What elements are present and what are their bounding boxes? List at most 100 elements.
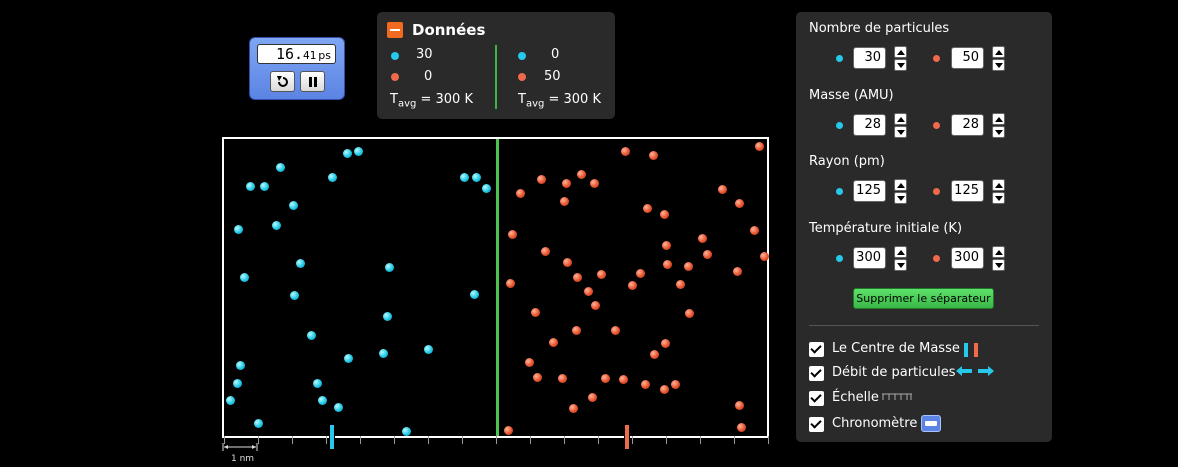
red-particle <box>703 250 712 259</box>
red-particle <box>750 226 759 235</box>
blue-particle <box>296 259 305 268</box>
red-particle <box>584 287 593 296</box>
red-particle <box>525 358 534 367</box>
blue-mass-spinner[interactable] <box>894 113 907 138</box>
blue-mass-field[interactable]: 28 <box>853 114 886 136</box>
red-particle-icon <box>933 122 940 129</box>
blue-particle <box>307 331 316 340</box>
red-particle <box>591 301 600 310</box>
stopwatch-reset-button[interactable] <box>270 71 295 92</box>
red-particle <box>735 199 744 208</box>
stopwatch-pause-button[interactable] <box>300 71 325 92</box>
center-of-mass-checkbox[interactable] <box>809 342 824 357</box>
increment-button <box>894 113 907 125</box>
red-particle <box>649 151 658 160</box>
blue-particle <box>385 263 394 272</box>
red-particle <box>504 426 513 435</box>
red-mass-spinner[interactable] <box>992 113 1005 138</box>
red-particle-icon <box>933 255 940 262</box>
particle-flow-checkbox[interactable] <box>809 366 824 381</box>
increment-button <box>992 113 1005 125</box>
blue-particle <box>246 182 255 191</box>
red-particle <box>718 185 727 194</box>
red-particle <box>661 339 670 348</box>
red-particle <box>735 401 744 410</box>
scale-tick <box>564 436 565 444</box>
stopwatch-widget[interactable]: 16.41 ps <box>249 37 345 100</box>
red-particle <box>643 204 652 213</box>
blue-temperature-field[interactable]: 300 <box>853 247 886 269</box>
red-temperature-field[interactable]: 300 <box>951 247 984 269</box>
blue-particle-icon <box>391 52 399 60</box>
increment-button <box>992 179 1005 191</box>
red-particle <box>684 262 693 271</box>
separator-wall <box>496 139 499 436</box>
red-particle <box>601 374 610 383</box>
blue-particle <box>354 147 363 156</box>
red-particle <box>733 267 742 276</box>
red-particle <box>660 385 669 394</box>
red-particle <box>562 179 571 188</box>
scale-tick <box>292 436 293 444</box>
red-particle <box>577 170 586 179</box>
red-particle <box>588 393 597 402</box>
controls-panel: Nombre de particules 30 50 Masse (AMU) 2… <box>796 12 1052 442</box>
particle-flow-label: Débit de particules <box>832 365 956 380</box>
red-particle <box>660 210 669 219</box>
blue-particle-count-spinner[interactable] <box>894 46 907 71</box>
red-particle <box>558 374 567 383</box>
left-red-count: 0 <box>424 69 433 84</box>
red-temperature-spinner[interactable] <box>992 246 1005 271</box>
red-particle-icon <box>518 73 526 81</box>
scale-tick <box>394 436 395 444</box>
red-particle-count-field[interactable]: 50 <box>951 47 984 69</box>
increment-button <box>894 46 907 58</box>
red-particle <box>698 234 707 243</box>
scale-tick <box>326 436 327 444</box>
decrement-button <box>992 59 1005 71</box>
decrement-button <box>894 259 907 271</box>
blue-radius-field[interactable]: 125 <box>853 180 886 202</box>
red-particle <box>572 326 581 335</box>
data-panel-divider <box>495 45 497 109</box>
blue-particle <box>318 396 327 405</box>
scale-tick <box>530 436 531 444</box>
red-radius-spinner[interactable] <box>992 179 1005 204</box>
decrement-button <box>992 192 1005 204</box>
blue-particle <box>470 290 479 299</box>
blue-particle-count-field[interactable]: 30 <box>853 47 886 69</box>
blue-particle <box>233 379 242 388</box>
stopwatch-icon <box>921 415 941 432</box>
scale-checkbox[interactable] <box>809 391 824 406</box>
data-panel: Données 30 0 Tavg = 300 K 0 50 Tavg = 30… <box>377 12 615 119</box>
increment-button <box>992 246 1005 258</box>
blue-particle <box>313 379 322 388</box>
scale-tick <box>224 436 225 444</box>
data-panel-title: Données <box>412 21 486 39</box>
red-particle <box>676 280 685 289</box>
red-particle-count-spinner[interactable] <box>992 46 1005 71</box>
blue-radius-spinner[interactable] <box>894 179 907 204</box>
blue-particle <box>334 403 343 412</box>
temperature-title: Température initiale (K) <box>809 221 963 236</box>
blue-particle <box>328 173 337 182</box>
decrement-button <box>992 126 1005 138</box>
blue-particle <box>290 291 299 300</box>
red-particle <box>506 279 515 288</box>
blue-temperature-spinner[interactable] <box>894 246 907 271</box>
center-of-mass-icon <box>964 343 980 357</box>
red-particle <box>755 142 764 151</box>
blue-particle <box>424 345 433 354</box>
scale-tick <box>632 436 633 444</box>
red-particle <box>760 252 769 261</box>
red-particle <box>516 189 525 198</box>
red-mass-field[interactable]: 28 <box>951 114 984 136</box>
scale-tick <box>768 436 769 444</box>
remove-separator-button[interactable]: Supprimer le séparateur <box>853 288 994 309</box>
blue-particle <box>379 349 388 358</box>
stopwatch-checkbox[interactable] <box>809 417 824 432</box>
red-radius-field[interactable]: 125 <box>951 180 984 202</box>
blue-particle-icon <box>836 122 843 129</box>
collapse-data-button[interactable] <box>387 22 403 38</box>
red-particle-icon <box>391 73 399 81</box>
